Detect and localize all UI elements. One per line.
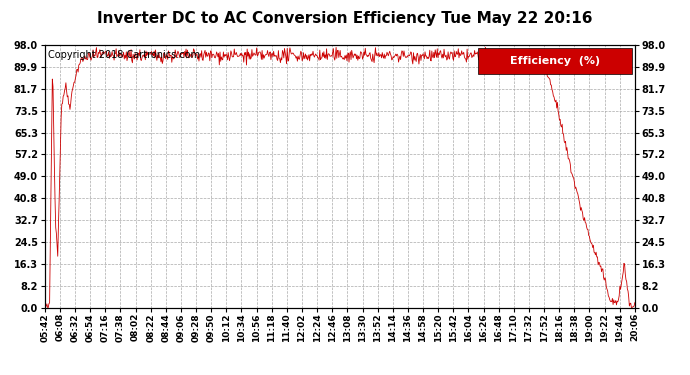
- FancyBboxPatch shape: [478, 48, 632, 74]
- Text: Efficiency  (%): Efficiency (%): [510, 56, 600, 66]
- Text: Copyright 2018 Cartronics.com: Copyright 2018 Cartronics.com: [48, 50, 200, 60]
- Text: Inverter DC to AC Conversion Efficiency Tue May 22 20:16: Inverter DC to AC Conversion Efficiency …: [97, 11, 593, 26]
